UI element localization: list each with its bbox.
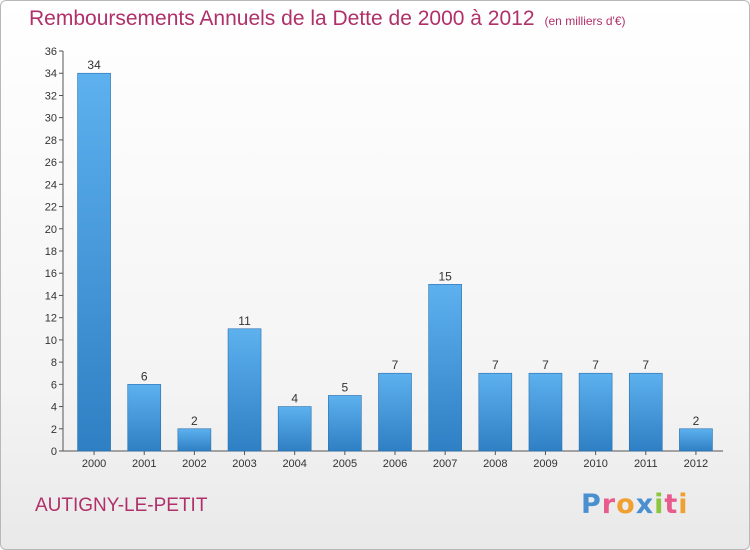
logo-letter: i bbox=[678, 489, 689, 520]
data-label-2008: 7 bbox=[492, 358, 499, 372]
logo-letter: r bbox=[601, 489, 617, 520]
y-tick-label: 14 bbox=[45, 290, 57, 302]
bar-2004 bbox=[277, 406, 312, 452]
y-tick-label: 10 bbox=[45, 335, 57, 347]
x-tick-label-2001: 2001 bbox=[132, 458, 156, 470]
data-label-2005: 5 bbox=[342, 380, 349, 394]
chart-title: Remboursements Annuels de la Dette de 20… bbox=[29, 7, 626, 31]
data-label-2001: 6 bbox=[141, 369, 148, 383]
y-tick-label: 22 bbox=[45, 202, 57, 214]
logo-letter: t bbox=[664, 489, 679, 520]
bar-2008 bbox=[478, 372, 513, 452]
proxiti-logo: Proxiti bbox=[581, 489, 689, 520]
y-tick-label: 28 bbox=[45, 135, 57, 147]
logo-letter: i bbox=[654, 489, 665, 520]
data-label-2011: 7 bbox=[642, 358, 649, 372]
commune-name: AUTIGNY-LE-PETIT bbox=[35, 495, 208, 516]
bar-2005 bbox=[328, 395, 362, 452]
data-label-2004: 4 bbox=[291, 392, 298, 406]
x-tick-label-2012: 2012 bbox=[684, 458, 708, 470]
y-tick-label: 2 bbox=[51, 424, 57, 436]
y-tick-label: 8 bbox=[51, 357, 57, 369]
data-label-2003: 11 bbox=[238, 314, 251, 328]
data-label-2000: 34 bbox=[87, 58, 101, 72]
y-tick-label: 12 bbox=[45, 313, 57, 325]
bar-2011 bbox=[628, 372, 663, 452]
bar-2012 bbox=[679, 428, 713, 452]
data-label-2012: 2 bbox=[693, 414, 700, 428]
chart-title-text: Remboursements Annuels de la Dette de 20… bbox=[29, 7, 535, 30]
data-label-2007: 15 bbox=[438, 269, 452, 283]
x-tick-label-2000: 2000 bbox=[82, 458, 106, 470]
data-label-2010: 7 bbox=[592, 358, 599, 372]
logo-letter: o bbox=[616, 489, 636, 520]
x-tick-label-2011: 2011 bbox=[634, 458, 658, 470]
bar-2002 bbox=[177, 428, 212, 452]
x-tick-label-2009: 2009 bbox=[533, 458, 557, 470]
data-label-2002: 2 bbox=[191, 414, 198, 428]
y-tick-label: 16 bbox=[45, 268, 57, 280]
data-label-2009: 7 bbox=[542, 358, 549, 372]
y-tick-label: 18 bbox=[45, 246, 57, 258]
y-tick-label: 36 bbox=[45, 46, 57, 58]
y-tick-label: 20 bbox=[45, 224, 57, 236]
x-tick-label-2007: 2007 bbox=[433, 458, 457, 470]
x-tick-label-2008: 2008 bbox=[483, 458, 507, 470]
x-tick-label-2010: 2010 bbox=[583, 458, 607, 470]
x-tick-label-2005: 2005 bbox=[333, 458, 357, 470]
y-tick-label: 34 bbox=[45, 68, 57, 80]
y-tick-label: 30 bbox=[45, 113, 57, 125]
y-tick-label: 4 bbox=[51, 402, 57, 414]
logo-letter: P bbox=[581, 489, 602, 520]
y-tick-label: 24 bbox=[45, 179, 57, 191]
chart-subtitle: (en milliers d'€) bbox=[544, 14, 626, 28]
bar-2006 bbox=[378, 372, 412, 452]
bar-2001 bbox=[127, 384, 162, 452]
bar-2010 bbox=[578, 372, 613, 452]
y-tick-label: 26 bbox=[45, 157, 57, 169]
x-tick-label-2006: 2006 bbox=[383, 458, 407, 470]
bar-2003 bbox=[227, 328, 262, 452]
bar-2009 bbox=[528, 372, 563, 452]
x-tick-label-2002: 2002 bbox=[182, 458, 206, 470]
bar-2000 bbox=[77, 72, 111, 452]
y-tick-label: 6 bbox=[51, 379, 57, 391]
y-tick-label: 32 bbox=[45, 90, 57, 102]
x-tick-label-2004: 2004 bbox=[282, 458, 306, 470]
logo-letter: x bbox=[635, 489, 655, 520]
data-label-2006: 7 bbox=[392, 358, 399, 372]
x-tick-label-2003: 2003 bbox=[232, 458, 256, 470]
y-tick-label: 0 bbox=[51, 446, 57, 458]
bar-2007 bbox=[428, 284, 462, 452]
